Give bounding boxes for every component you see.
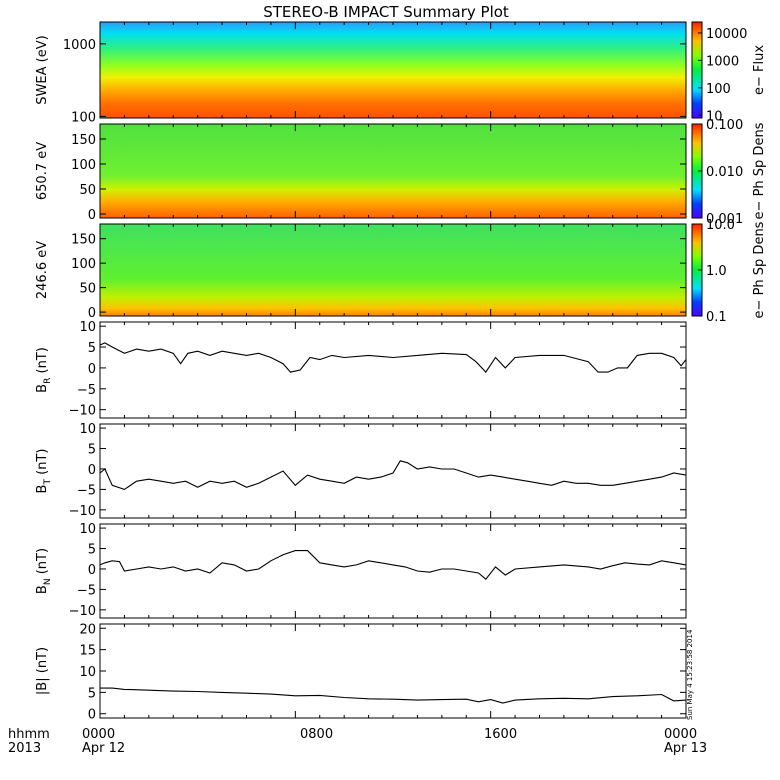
colorbar-3-tick-label-1: 1.0 xyxy=(706,264,727,279)
panel-1-ytick-label-0: 100 xyxy=(71,110,96,125)
series-line-7 xyxy=(100,687,687,704)
panel-5-frame xyxy=(99,423,687,519)
colorbar-3-tick-label-0: 0.1 xyxy=(706,310,727,325)
panel-6: −10 −5 0 5 10 BN (nT) xyxy=(35,522,687,619)
panel-1-ylabel: SWEA (eV) xyxy=(35,35,50,104)
colorbar-3: 0.1 1.0 10.0 e− Ph Sp Dens xyxy=(691,218,767,325)
x-row1-label-3: 1600 xyxy=(484,727,517,742)
panel-3-ytick-label-0: 0 xyxy=(88,306,96,321)
panel-2: 0.001 0.010 0.100 e− Ph Sp Dens 0 50 100 150 650… xyxy=(35,118,767,227)
panel-7: 0 5 10 15 20 |B| (nT) xyxy=(35,622,687,723)
panel-2-ytick-label-2: 100 xyxy=(71,158,96,173)
panel-4-frame xyxy=(99,321,687,419)
x-row1-label-2: 0800 xyxy=(300,727,333,742)
panel-1-ytick-label-1: 1000 xyxy=(63,38,96,53)
panel-5-ytick-label-4: 10 xyxy=(79,422,96,437)
panel-7-ytick-label-3: 15 xyxy=(79,644,96,659)
panel-7-ytick-label-4: 20 xyxy=(79,622,96,637)
panel-5-ytick-label-2: 0 xyxy=(88,463,96,478)
panel-7-ytick-label-2: 10 xyxy=(79,665,96,680)
colorbar-1-tick-label-0: 10 xyxy=(706,109,723,124)
chart-title: STEREO-B IMPACT Summary Plot xyxy=(263,3,509,21)
x-row1-label-0: hhmm xyxy=(8,727,50,742)
colorbar-2: 0.001 0.010 0.100 e− Ph Sp Dens xyxy=(691,118,767,227)
panel-3-ytick-label-2: 100 xyxy=(71,257,96,272)
panel-5-ylabel: BT (nT) xyxy=(35,449,53,494)
panel-2-ylabel: 650.7 eV xyxy=(35,142,50,200)
panel-6-ytick-label-4: 10 xyxy=(79,522,96,537)
x-row2-label-0: 2013 xyxy=(8,741,41,756)
panel-5-ytick-label-3: 5 xyxy=(88,443,96,458)
colorbar-3-tick-label-2: 10.0 xyxy=(706,218,735,233)
x-row1-label-4: 0000 xyxy=(664,727,697,742)
panel-2-ytick-label-1: 50 xyxy=(79,183,96,198)
panel-7-ylabel: |B| (nT) xyxy=(35,647,50,695)
panel-4-ytick-label-2: 0 xyxy=(88,362,96,377)
colorbar-1-scale xyxy=(691,21,703,119)
panel-4-ytick-label-1: −5 xyxy=(77,383,96,398)
x-row2-label-1: Apr 12 xyxy=(82,741,125,756)
panel-3-ytick-label-3: 150 xyxy=(71,233,96,248)
colorbar-2-tick-label-2: 0.100 xyxy=(706,118,743,133)
series-line-4 xyxy=(99,342,687,373)
panel-6-ylabel: BN (nT) xyxy=(35,548,53,594)
plot-timestamp: Sun May 4 15:23:58 2014 xyxy=(686,629,694,720)
heatmap-1-cells xyxy=(100,22,686,118)
panel-4-ytick-label-0: −10 xyxy=(69,404,96,419)
colorbar-1-tick-label-1: 100 xyxy=(706,82,731,97)
panel-2-ytick-label-0: 0 xyxy=(88,208,96,223)
colorbar-2-tick-label-1: 0.010 xyxy=(706,165,743,180)
panel-5: −10 −5 0 5 10 BT (nT) xyxy=(35,422,687,519)
panel-6-ytick-label-3: 5 xyxy=(88,543,96,558)
series-line-5 xyxy=(99,460,687,491)
x-row1-label-1: 0000 xyxy=(82,727,115,742)
heatmap-3-cells xyxy=(100,224,686,316)
panel-3-ytick-label-1: 50 xyxy=(79,282,96,297)
panel-3: 0.1 1.0 10.0 e− Ph Sp Dens 0 50 100 150 246.6 eV xyxy=(35,218,767,325)
panel-3-ylabel: 246.6 eV xyxy=(35,241,50,299)
colorbar-1-tick-label-3: 10000 xyxy=(706,27,747,42)
panel-4-ylabel: BR (nT) xyxy=(35,347,53,393)
heatmap-2-cells xyxy=(100,124,686,218)
colorbar-2-label: e− Ph Sp Dens xyxy=(752,122,767,219)
panel-4-ytick-label-4: 10 xyxy=(79,320,96,335)
panel-5-ytick-label-0: −10 xyxy=(69,504,96,519)
panel-6-ytick-label-0: −10 xyxy=(69,604,96,619)
colorbar-1-label: e− Flux xyxy=(752,45,767,95)
colorbar-1: 10 100 1000 10000 e− Flux xyxy=(691,21,767,124)
colorbar-1-tick-label-2: 1000 xyxy=(706,54,739,69)
panel-7-ytick-label-1: 5 xyxy=(88,686,96,701)
panel-7-ytick-label-0: 0 xyxy=(88,708,96,723)
x-axis-labels: hhmm 0000 0800 1600 0000 2013 Apr 12 Apr… xyxy=(8,727,707,756)
panel-4-ytick-label-3: 5 xyxy=(88,341,96,356)
colorbar-3-label: e− Ph Sp Dens xyxy=(752,221,767,318)
panel-4: −10 −5 0 5 10 BR (nT) xyxy=(35,320,687,419)
panel-1: 10 100 1000 10000 e− Flux 100 1000 SWEA (eV) xyxy=(35,21,767,125)
panel-6-ytick-label-1: −5 xyxy=(77,583,96,598)
x-row2-label-4: Apr 13 xyxy=(664,741,707,756)
panel-2-ytick-label-3: 150 xyxy=(71,133,96,148)
series-line-6 xyxy=(99,550,687,580)
panel-5-ytick-label-1: −5 xyxy=(77,483,96,498)
panel-7-frame xyxy=(99,623,687,719)
colorbar-2-tick-label-0: 0.001 xyxy=(706,212,743,227)
panel-6-ytick-label-2: 0 xyxy=(88,563,96,578)
